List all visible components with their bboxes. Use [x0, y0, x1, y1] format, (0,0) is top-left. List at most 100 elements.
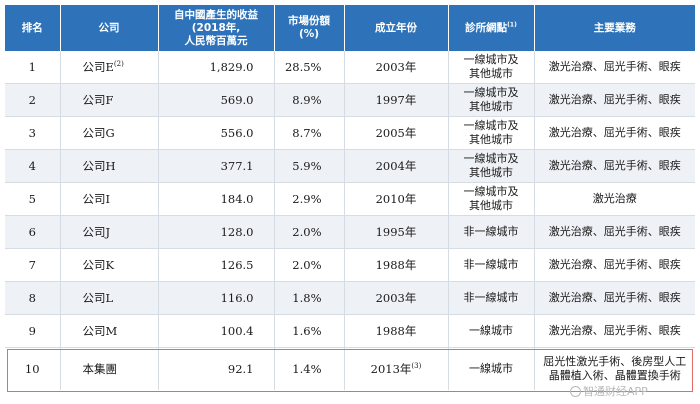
- watermark: 智通财经APP: [570, 383, 648, 399]
- cell-rank: 4: [5, 149, 61, 183]
- year-value: 2013年: [370, 362, 412, 376]
- cell-rank: 7: [5, 248, 61, 282]
- company-name: 公司F: [82, 93, 114, 107]
- cell-rank: 10: [5, 347, 61, 390]
- business-line: 激光治療、屈光手術、眼疾: [548, 258, 681, 271]
- company-name: 公司H: [82, 159, 116, 173]
- cell-share: 5.9%: [274, 149, 345, 183]
- business-line: 激光治療、屈光手術、眼疾: [548, 60, 681, 73]
- cell-rank: 3: [5, 116, 61, 150]
- cell-year: 2003年: [344, 281, 449, 315]
- cell-revenue: 377.1: [158, 149, 275, 183]
- city-line: 一線城市: [469, 362, 513, 375]
- cell-share: 2.0%: [274, 215, 345, 249]
- company-name: 公司E: [82, 60, 114, 74]
- business-line: 激光治療、屈光手術、眼疾: [548, 126, 681, 139]
- table-row: 6 公司J 128.0 2.0% 1995年 非一線城市 激光治療、屈光手術、眼疾: [5, 215, 695, 249]
- cell-business: 屈光性激光手術、後房型人工 晶體植入術、晶體置換手術: [534, 347, 695, 390]
- cell-rank: 1: [5, 51, 61, 84]
- city-line: 一線城市及: [463, 86, 519, 99]
- cell-company: 公司I: [60, 182, 159, 216]
- table-body: 1 公司E(2) 1,829.0 28.5% 2003年 一線城市及 其他城市 激光治療、屈光…: [5, 51, 695, 390]
- company-name: 公司J: [82, 225, 111, 239]
- cell-rank: 5: [5, 182, 61, 216]
- cell-revenue: 92.1: [158, 347, 275, 390]
- cell-company: 公司K: [60, 248, 159, 282]
- year-footnote: (3): [411, 362, 422, 371]
- cell-rank: 2: [5, 83, 61, 117]
- cell-year: 2003年: [344, 51, 449, 84]
- city-line: 一線城市及: [463, 119, 519, 132]
- company-footnote: (2): [113, 60, 124, 69]
- cell-city: 一線城市及 其他城市: [448, 116, 535, 150]
- company-name: 公司L: [82, 291, 114, 305]
- cell-share: 2.0%: [274, 248, 345, 282]
- cell-company: 公司F: [60, 83, 159, 117]
- cell-year: 2005年: [344, 116, 449, 150]
- cell-company: 公司J: [60, 215, 159, 249]
- year-value: 1995年: [375, 225, 417, 239]
- city-line: 一線城市及: [463, 185, 519, 198]
- header-share: 市場份額 (%): [274, 5, 345, 51]
- year-value: 2003年: [375, 291, 417, 305]
- header-clinics-footnote: (1): [507, 21, 517, 28]
- header-company: 公司: [60, 5, 159, 51]
- cell-share: 8.9%: [274, 83, 345, 117]
- cell-revenue: 184.0: [158, 182, 275, 216]
- table-row: 2 公司F 569.0 8.9% 1997年 一線城市及 其他城市 激光治療、屈光手術、眼疾: [5, 83, 695, 117]
- year-value: 1997年: [375, 93, 417, 107]
- cell-rank: 6: [5, 215, 61, 249]
- city-line: 其他城市: [469, 100, 513, 113]
- cell-revenue: 126.5: [158, 248, 275, 282]
- ranking-table: 排名 公司 自中國產生的收益 (2018年, 人民幣百萬元 市場份額 (%) 成…: [5, 5, 695, 390]
- header-clinics-label: 診所網點: [465, 21, 508, 34]
- city-line: 其他城市: [469, 166, 513, 179]
- table-row: 4 公司H 377.1 5.9% 2004年 一線城市及 其他城市 激光治療、屈光手術、眼疾: [5, 149, 695, 183]
- cell-rank: 9: [5, 314, 61, 348]
- cell-share: 8.7%: [274, 116, 345, 150]
- table-row: 8 公司L 116.0 1.8% 2003年 非一線城市 激光治療、屈光手術、眼疾: [5, 281, 695, 315]
- cell-year: 1995年: [344, 215, 449, 249]
- city-line: 其他城市: [469, 199, 513, 212]
- table-row: 7 公司K 126.5 2.0% 1988年 非一線城市 激光治療、屈光手術、眼疾: [5, 248, 695, 282]
- business-line: 激光治療、屈光手術、眼疾: [548, 324, 681, 337]
- cell-share: 28.5%: [274, 51, 345, 84]
- business-line: 激光治療、屈光手術、眼疾: [548, 291, 681, 304]
- cell-city: 非一線城市: [448, 281, 535, 315]
- cell-share: 1.4%: [274, 347, 345, 390]
- cell-city: 一線城市: [448, 347, 535, 390]
- cell-revenue: 569.0: [158, 83, 275, 117]
- cell-year: 2013年(3): [344, 347, 449, 390]
- city-line: 一線城市: [469, 324, 513, 337]
- cell-share: 1.6%: [274, 314, 345, 348]
- business-line: 激光治療: [592, 192, 637, 205]
- cell-business: 激光治療、屈光手術、眼疾: [534, 314, 695, 348]
- year-value: 2005年: [375, 126, 417, 140]
- cell-business: 激光治療、屈光手術、眼疾: [534, 281, 695, 315]
- header-share-line1: 市場份額: [288, 15, 330, 27]
- year-value: 1988年: [375, 324, 417, 338]
- cell-revenue: 116.0: [158, 281, 275, 315]
- cell-business: 激光治療、屈光手術、眼疾: [534, 116, 695, 150]
- city-line: 一線城市及: [463, 152, 519, 165]
- table-row: 9 公司M 100.4 1.6% 1988年 一線城市 激光治療、屈光手術、眼疾: [5, 314, 695, 348]
- cell-revenue: 1,829.0: [158, 51, 275, 84]
- cell-business: 激光治療、屈光手術、眼疾: [534, 248, 695, 282]
- cell-company: 公司H: [60, 149, 159, 183]
- year-value: 2010年: [375, 192, 417, 206]
- cell-company: 本集團: [60, 347, 159, 390]
- watermark-logo-icon: [570, 386, 581, 397]
- city-line: 其他城市: [469, 67, 513, 80]
- business-line: 屈光性激光手術、後房型人工: [543, 355, 687, 368]
- year-value: 2004年: [375, 159, 417, 173]
- business-line: 激光治療、屈光手術、眼疾: [548, 159, 681, 172]
- business-line: 晶體植入術、晶體置換手術: [548, 369, 681, 382]
- cell-city: 一線城市: [448, 314, 535, 348]
- cell-company: 公司G: [60, 116, 159, 150]
- company-name: 公司K: [82, 258, 115, 272]
- cell-year: 1988年: [344, 314, 449, 348]
- business-line: 激光治療、屈光手術、眼疾: [548, 225, 681, 238]
- header-share-line2: (%): [298, 28, 320, 40]
- header-business: 主要業務: [534, 5, 695, 51]
- cell-business: 激光治療、屈光手術、眼疾: [534, 215, 695, 249]
